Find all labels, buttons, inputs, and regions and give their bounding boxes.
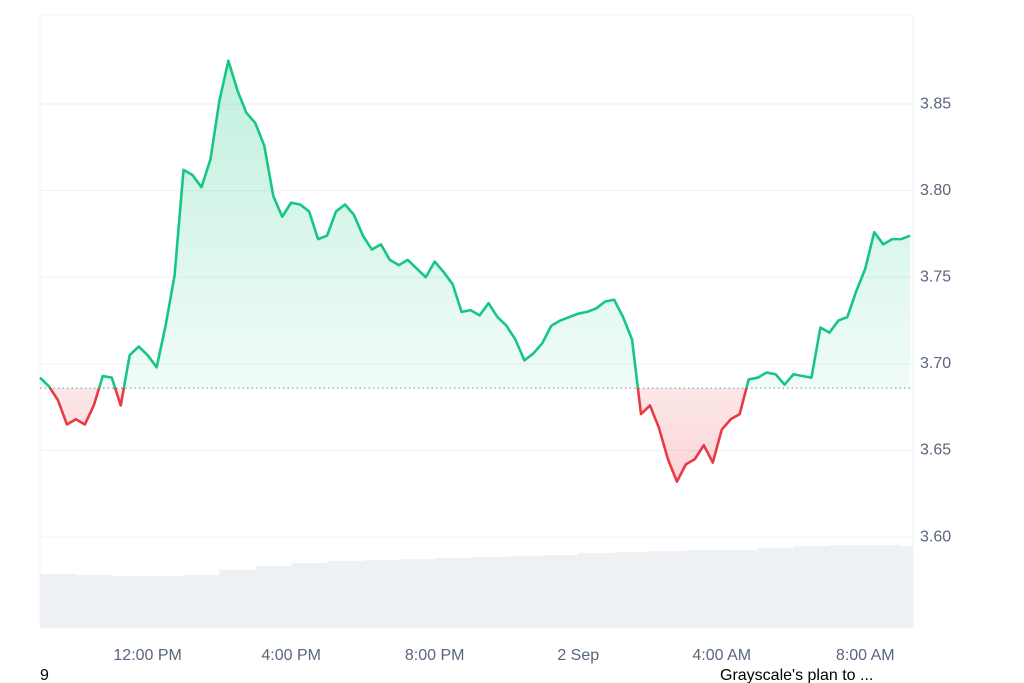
x-tick-label: 8:00 PM — [405, 647, 465, 664]
volume-bar — [327, 560, 363, 628]
volume-bar — [578, 552, 615, 628]
volume-bar — [865, 545, 902, 628]
y-tick-label: 3.60 — [920, 528, 951, 545]
x-tick-label: 8:00 AM — [836, 647, 895, 664]
annotation: 9 — [40, 667, 49, 683]
y-tick-label: 3.70 — [920, 355, 951, 372]
volume-bar — [111, 576, 148, 628]
price-line — [39, 59, 911, 483]
volume-bar — [434, 558, 471, 628]
volume-bar — [470, 556, 507, 628]
volume-bar — [649, 551, 686, 628]
volume-bar — [793, 546, 830, 628]
volume-bar — [685, 550, 722, 628]
volume-bar — [75, 574, 112, 628]
annotation: Grayscale's plan to ... — [720, 667, 873, 683]
volume-bar — [721, 550, 758, 628]
volume-bar — [398, 559, 435, 628]
x-tick-label: 12:00 PM — [113, 647, 181, 664]
volume-bar — [829, 545, 866, 628]
volume-bar — [147, 576, 184, 628]
volume-bar — [757, 547, 794, 628]
volume-bar — [183, 574, 220, 628]
volume-bar — [901, 546, 913, 628]
volume-bar — [40, 573, 76, 628]
volume-bar — [362, 560, 399, 628]
x-tick-label: 2 Sep — [557, 647, 599, 664]
volume-bar — [219, 569, 256, 628]
x-tick-label: 4:00 AM — [692, 647, 751, 664]
area-fill — [40, 60, 911, 482]
y-tick-label: 3.80 — [920, 182, 951, 199]
x-tick-label: 4:00 PM — [261, 647, 321, 664]
volume-bar — [291, 563, 328, 628]
volume-bar — [542, 555, 579, 628]
y-tick-label: 3.65 — [920, 442, 951, 459]
y-tick-label: 3.85 — [920, 95, 951, 112]
y-tick-label: 3.75 — [920, 268, 951, 285]
volume-bar — [614, 552, 650, 628]
volume-bar — [506, 556, 543, 628]
volume-bar — [255, 565, 292, 628]
